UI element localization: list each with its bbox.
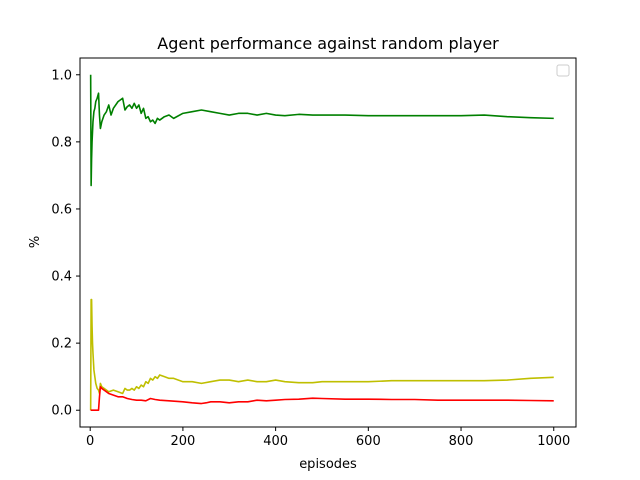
x-tick-label: 400 (263, 434, 288, 449)
legend-box (556, 64, 570, 77)
x-tick-label: 600 (356, 434, 381, 449)
x-tick-label: 1000 (537, 434, 570, 449)
y-tick-label: 0.0 (51, 404, 72, 419)
series-line-draw (89, 298, 554, 411)
x-tick-label: 0 (86, 434, 94, 449)
x-tick-label: 800 (449, 434, 474, 449)
y-tick-label: 1.0 (51, 68, 72, 83)
y-tick-label: 0.6 (51, 202, 72, 217)
chart-title: Agent performance against random player (157, 34, 499, 53)
series-line-loss (90, 385, 554, 412)
y-axis-label: % (28, 236, 43, 248)
x-axis-label: episodes (299, 457, 357, 472)
series-line-win (89, 74, 554, 187)
y-tick-label: 0.2 (51, 337, 72, 352)
series-layer (89, 74, 554, 412)
tick-layer: 0 200 400 600 800 1000 0.0 0.2 0.4 0.6 0.8 1.0 (51, 68, 570, 449)
x-tick-label: 200 (170, 434, 195, 449)
plot-frame (79, 57, 577, 428)
y-tick-label: 0.8 (51, 135, 72, 150)
y-tick-label: 0.4 (51, 270, 72, 285)
